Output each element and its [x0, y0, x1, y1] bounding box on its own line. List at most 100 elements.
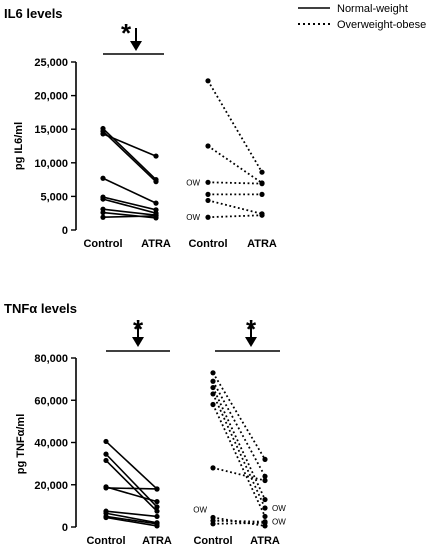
il6-normal-weight-line — [102, 211, 157, 219]
il6-overweight-point — [259, 212, 265, 218]
tnf-normal-weight-line — [105, 459, 158, 512]
il6-y-axis-label: pg IL6/ml — [13, 122, 25, 170]
tnf-overweight-pair — [210, 370, 268, 462]
tnf-overweight-point — [210, 401, 216, 408]
tnf-normal-weight-point — [103, 457, 109, 464]
tnf-overweight-point — [210, 384, 216, 391]
il6-overweight-point — [259, 181, 265, 187]
il6-normal-weight-point — [153, 153, 159, 159]
il6-y-tick-label: 25,000 — [34, 57, 68, 69]
tnf-overweight-pair — [210, 520, 268, 527]
tnf-overweight-point — [210, 378, 216, 384]
il6-overweight-point — [259, 191, 265, 197]
legend: Normal-weight Overweight-obese — [298, 3, 426, 31]
tnf-overweight-point — [262, 496, 268, 503]
il6-overweight-point — [205, 143, 211, 149]
tnf-y-ticks: 0 20,000 40,000 60,000 80,000 — [34, 353, 77, 534]
il6-significance-arrowhead — [130, 41, 142, 51]
il6-overweight-pair — [205, 78, 265, 175]
il6-y-ticks: 0 5,000 10,000 15,000 20,000 25,000 — [34, 57, 77, 237]
tnf-normal-weight-point — [154, 508, 160, 514]
il6-overweight-pair — [205, 212, 265, 220]
ow-annotation: OW — [186, 213, 200, 222]
il6-normal-weight-line — [102, 198, 157, 214]
il6-normal-weight-pair — [100, 213, 159, 220]
tnf-normal-weight-point — [154, 486, 160, 492]
il6-overweight-point — [205, 191, 211, 197]
il6-normal-weight-point — [100, 175, 106, 181]
il6-overweight-line — [207, 145, 263, 184]
tnf-overweight-point — [210, 465, 216, 471]
tnf-y-tick-label: 0 — [62, 522, 68, 534]
legend-normal-weight-label: Normal-weight — [337, 3, 408, 15]
il6-overweight-line — [207, 80, 263, 173]
tnf-normal-weight-line — [105, 510, 158, 518]
tnf-overweight-point — [262, 477, 268, 484]
tnf-x-category-label: Control — [86, 535, 125, 547]
tnf-normal-weight-pair — [103, 457, 160, 514]
il6-panel: IL6 levels * pg IL6/ml 0 5,000 10,000 15,00… — [4, 6, 277, 250]
il6-normal-weight-line — [102, 215, 157, 219]
il6-lines: OW OW — [100, 78, 265, 222]
tnf-overweight-line — [212, 372, 266, 460]
il6-overweight-point — [205, 179, 211, 185]
il6-y-tick-label: 5,000 — [40, 191, 68, 203]
tnf-overweight-point — [210, 370, 216, 376]
il6-normal-weight-pair — [100, 175, 159, 206]
tnf-normal-weight-line — [105, 486, 158, 503]
il6-normal-weight-line — [102, 127, 157, 181]
tnf-overweight-pair — [210, 465, 268, 484]
il6-normal-weight-point — [100, 209, 106, 216]
il6-normal-weight-line — [102, 130, 157, 183]
il6-normal-weight-point — [100, 131, 106, 137]
il6-normal-weight-line — [102, 133, 157, 157]
tnf-overweight-point — [262, 505, 268, 511]
il6-y-tick-label: 10,000 — [34, 158, 68, 170]
il6-overweight-line — [207, 199, 263, 215]
tnf-y-tick-label: 80,000 — [34, 353, 68, 365]
ow-annotation: OW — [193, 505, 207, 514]
tnf-overweight-point — [262, 473, 268, 479]
il6-overweight-point — [205, 78, 211, 84]
il6-x-categories: Control ATRA Control ATRA — [83, 238, 276, 250]
il6-normal-weight-point — [100, 196, 106, 202]
il6-normal-weight-pair — [100, 131, 159, 159]
tnf-overweight-line — [212, 387, 266, 500]
il6-significance-star: * — [121, 18, 132, 48]
tnf-overweight-line — [212, 393, 266, 509]
il6-normal-weight-line — [102, 196, 157, 211]
tnf-normal-weight-line — [105, 440, 158, 490]
tnf-x-category-label: ATRA — [250, 535, 280, 547]
tnf-overweight-point — [262, 513, 268, 520]
tnf-x-category-label: Control — [193, 535, 232, 547]
ow-annotation: OW — [272, 504, 286, 513]
tnf-overweight-pair — [210, 391, 268, 511]
il6-normal-weight-point — [153, 213, 159, 219]
tnf-y-axis-label: pg TNFα/ml — [15, 414, 27, 475]
il6-normal-weight-point — [153, 200, 159, 206]
tnf-normal-weight-point — [154, 504, 160, 510]
tnf-normal-weight-point — [103, 485, 109, 491]
tnf-overweight-point — [262, 456, 268, 462]
il6-overweight-point — [205, 214, 211, 220]
tnf-overweight-point — [262, 520, 268, 526]
tnf-x-categories: Control ATRA Control ATRA — [86, 535, 279, 547]
tnf-overweight-pair — [210, 514, 268, 529]
il6-normal-weight-line — [102, 208, 157, 217]
tnf-normal-weight-point — [103, 438, 109, 445]
tnf-normal-weight-point — [154, 499, 160, 505]
tnf-normal-weight-line — [105, 512, 158, 524]
ow-annotation: OW — [186, 178, 200, 187]
tnf-normal-weight-line — [105, 515, 158, 525]
il6-y-tick-label: 20,000 — [34, 91, 68, 103]
tnf-significance-arrowhead-left — [132, 337, 144, 347]
tnf-overweight-pair — [210, 401, 268, 520]
tnf-normal-weight-pair — [103, 451, 160, 510]
legend-overweight-label: Overweight-obese — [337, 19, 426, 31]
il6-x-category-label: Control — [83, 238, 122, 250]
tnf-lines: OW OW OW — [103, 370, 286, 529]
il6-x-category-label: ATRA — [247, 238, 277, 250]
il6-overweight-pair — [205, 179, 265, 187]
tnf-y-tick-label: 40,000 — [34, 438, 68, 450]
